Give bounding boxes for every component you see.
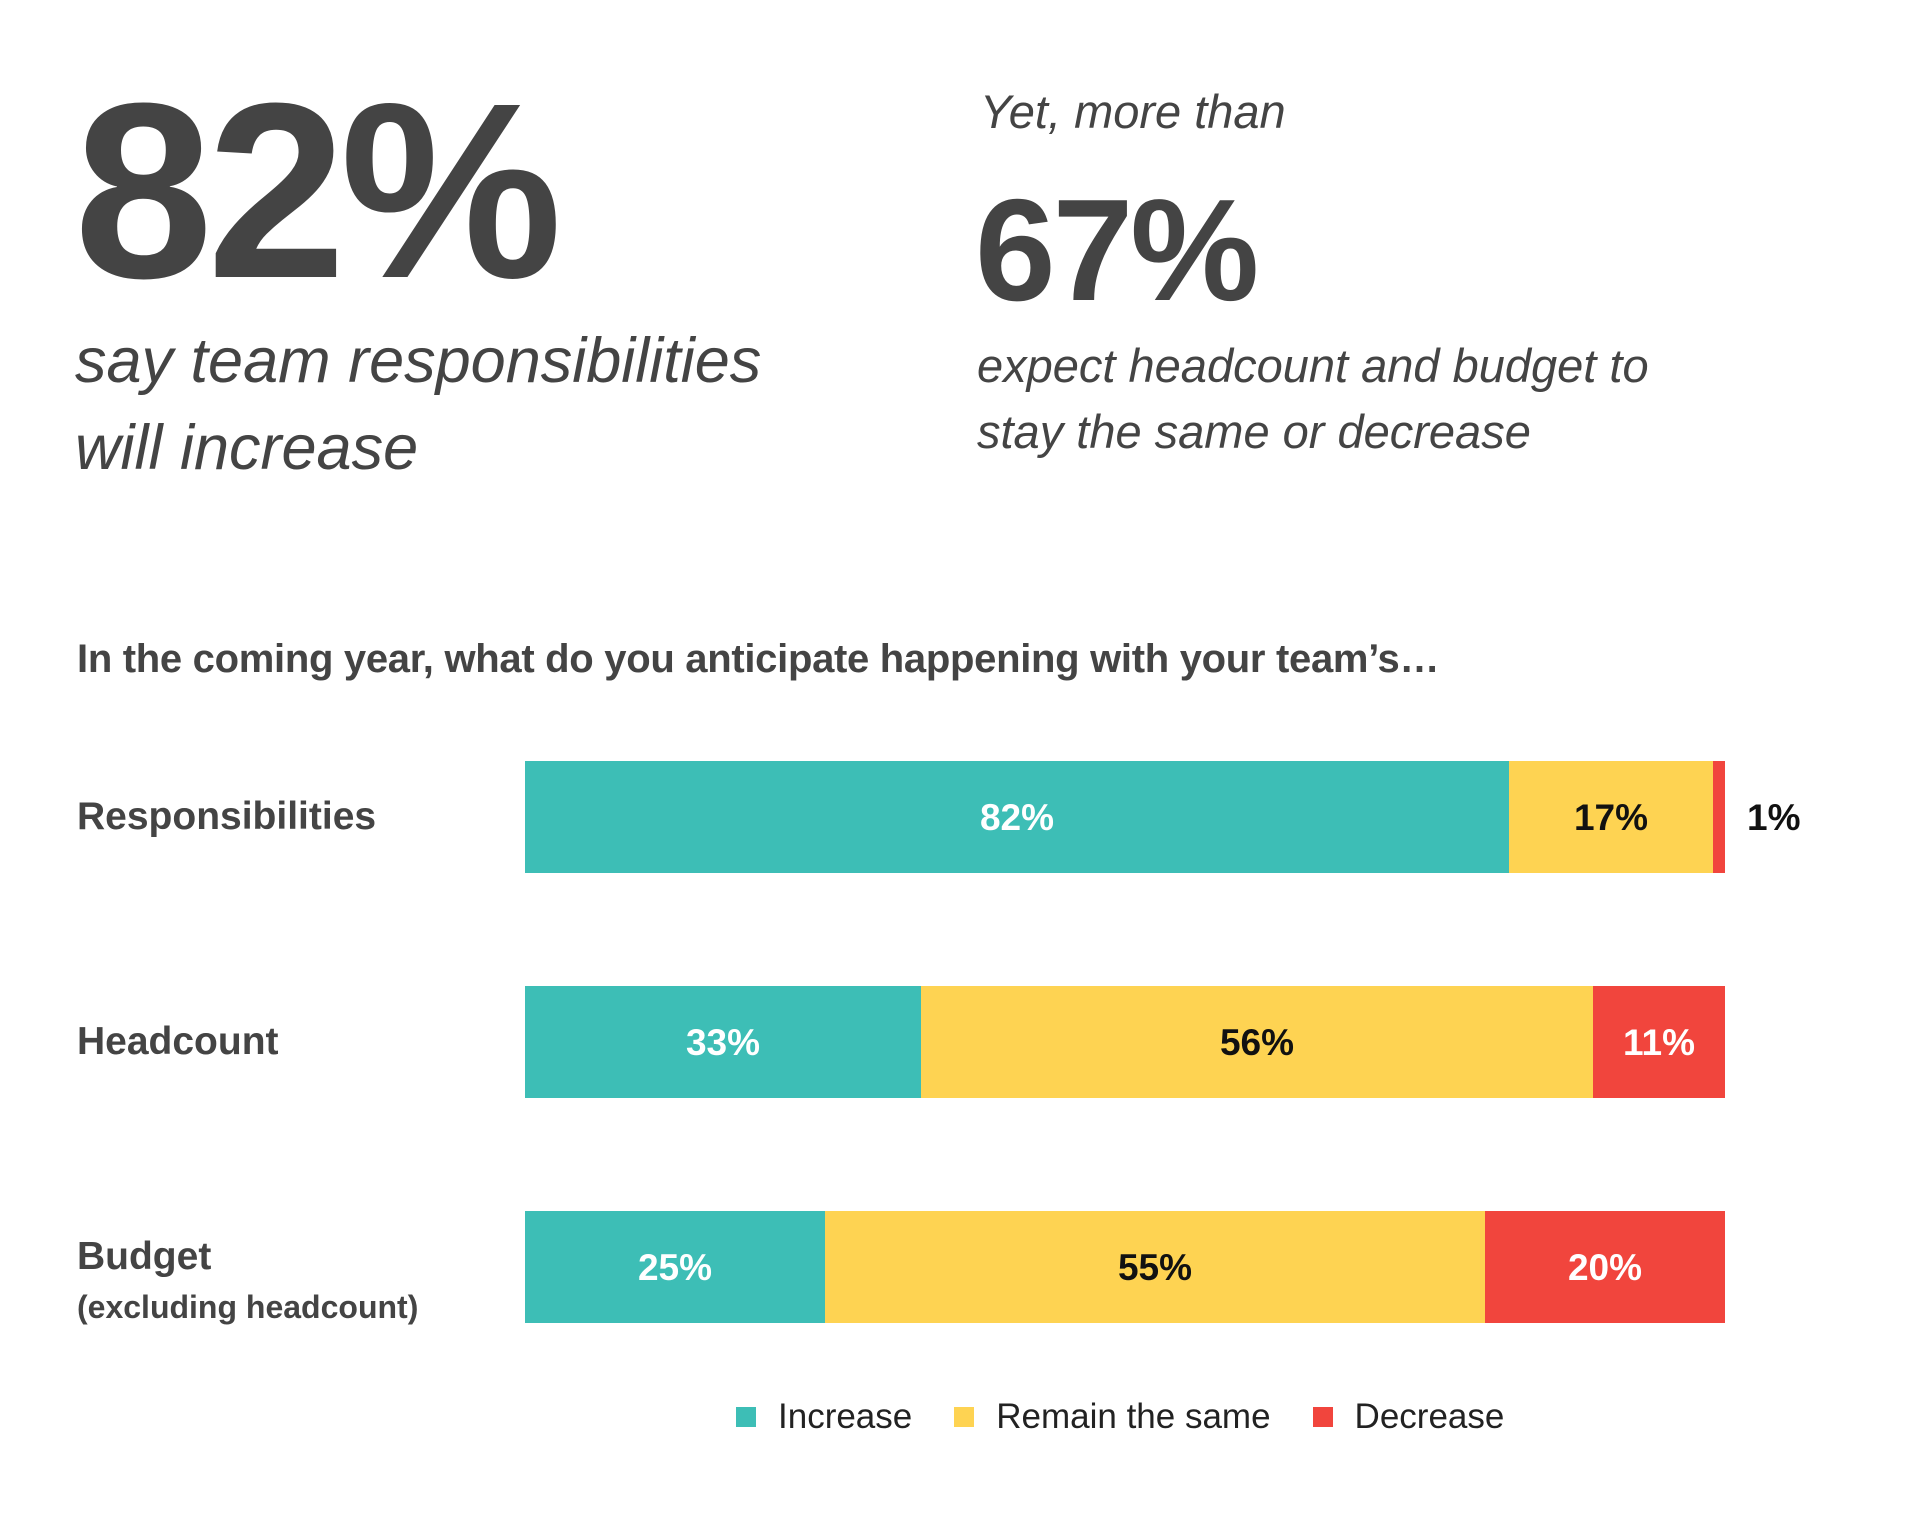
bar-budget-increase bbox=[525, 1211, 825, 1323]
stat2-caption-line-2: stay the same or decrease bbox=[977, 405, 1531, 458]
bar-responsibilities-increase bbox=[525, 761, 1509, 873]
legend-swatch-increase bbox=[736, 1407, 756, 1427]
data-label-budget-increase: 25% bbox=[638, 1247, 712, 1288]
row-label-headcount: Headcount bbox=[77, 1020, 279, 1063]
legend-item-increase: Increase bbox=[736, 1397, 912, 1437]
data-label-headcount-decrease: 11% bbox=[1623, 1022, 1695, 1063]
stat-82-percent: 82% bbox=[74, 51, 562, 330]
legend-label-decrease: Decrease bbox=[1354, 1397, 1505, 1436]
row-sublabel-budget: (excluding headcount) bbox=[77, 1289, 419, 1325]
stat2-lead: Yet, more than bbox=[980, 85, 1286, 138]
chart-title: In the coming year, what do you anticipa… bbox=[77, 637, 1440, 681]
data-label-budget-remain-the-same: 55% bbox=[1118, 1247, 1192, 1288]
bar-headcount-increase bbox=[525, 986, 921, 1098]
legend-label-increase: Increase bbox=[778, 1397, 913, 1436]
stat1-caption-line-2: will increase bbox=[75, 413, 419, 483]
stat1-caption: say team responsibilities will increase bbox=[75, 318, 761, 492]
stat1-caption-line-1: say team responsibilities bbox=[75, 326, 762, 396]
bar-headcount-remain-the-same bbox=[921, 986, 1593, 1098]
bar-budget-remain-the-same bbox=[825, 1211, 1485, 1323]
stat-67-percent: 67% bbox=[975, 169, 1259, 331]
legend: Increase Remain the same Decrease bbox=[736, 1397, 1546, 1437]
bar-responsibilities-remain-the-same bbox=[1509, 761, 1713, 873]
data-label-headcount-increase: 33% bbox=[686, 1022, 760, 1063]
data-label-responsibilities-increase: 82% bbox=[980, 797, 1054, 838]
bar-responsibilities-decrease bbox=[1713, 761, 1725, 873]
bar-budget-decrease bbox=[1485, 1211, 1725, 1323]
stat2-caption-line-1: expect headcount and budget to bbox=[977, 339, 1649, 392]
data-label-headcount-remain-the-same: 56% bbox=[1220, 1022, 1294, 1063]
legend-item-decrease: Decrease bbox=[1312, 1397, 1505, 1437]
legend-swatch-remain bbox=[954, 1407, 975, 1427]
legend-item-remain: Remain the same bbox=[954, 1397, 1271, 1437]
bar-headcount-decrease bbox=[1593, 986, 1725, 1098]
row-label-responsibilities: Responsibilities bbox=[77, 795, 377, 838]
stat2-caption: expect headcount and budget to stay the … bbox=[977, 333, 1649, 465]
legend-label-remain: Remain the same bbox=[996, 1397, 1271, 1436]
data-label-responsibilities-decrease: 1% bbox=[1747, 797, 1800, 838]
data-label-responsibilities-remain-the-same: 17% bbox=[1574, 797, 1648, 838]
legend-swatch-decrease bbox=[1312, 1407, 1333, 1427]
row-label-budget: Budget bbox=[77, 1235, 212, 1278]
data-label-budget-decrease: 20% bbox=[1568, 1247, 1642, 1288]
